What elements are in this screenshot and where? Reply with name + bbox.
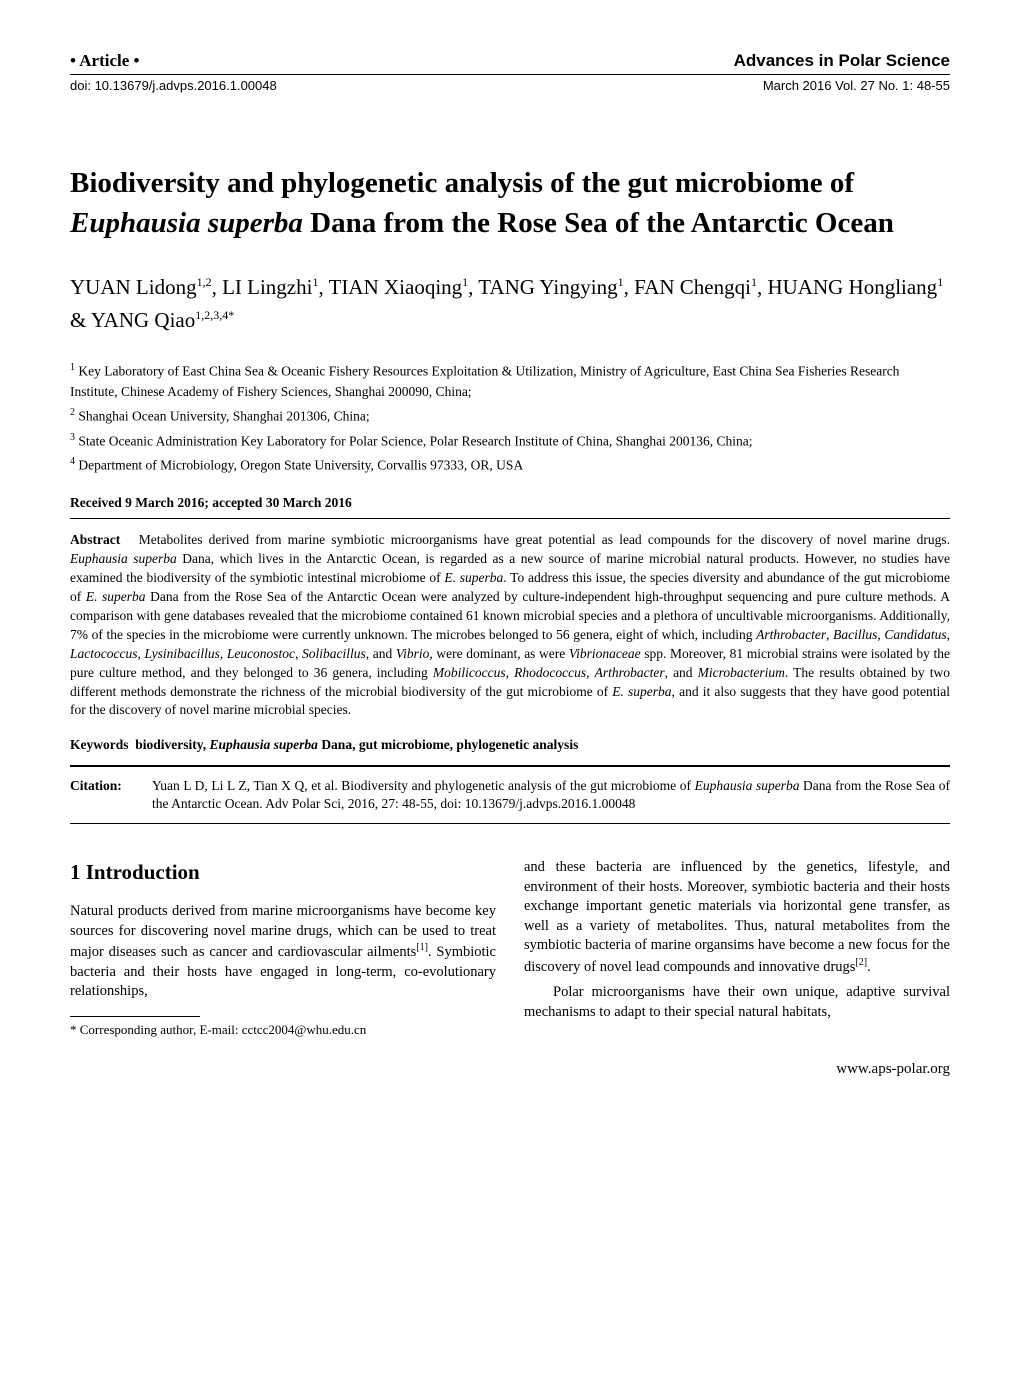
sep: , and: [665, 665, 698, 680]
sep: ,: [947, 627, 950, 642]
article-title: Biodiversity and phylogenetic analysis o…: [70, 164, 950, 242]
genus-italic: Mobilicoccus: [433, 665, 506, 680]
header-sub-bar: doi: 10.13679/j.advps.2016.1.00048 March…: [70, 77, 950, 95]
aff-sup: 3: [70, 432, 75, 443]
aff-sup: 1: [70, 362, 75, 373]
author-sup: 1: [937, 275, 943, 289]
title-part: Biodiversity and phylogenetic analysis o…: [70, 167, 854, 199]
section-heading: 1 Introduction: [70, 858, 496, 886]
sep: ,: [586, 665, 594, 680]
left-column: 1 Introduction Natural products derived …: [70, 858, 496, 1039]
citation-part: Yuan L D, Li L Z, Tian X Q, et al. Biodi…: [152, 778, 695, 793]
genus-italic: Vibrionaceae: [569, 646, 641, 661]
aff-text: Department of Microbiology, Oregon State…: [78, 458, 523, 473]
doi-text: doi: 10.13679/j.advps.2016.1.00048: [70, 77, 277, 95]
author-sup: 1: [312, 275, 318, 289]
paragraph: and these bacteria are influenced by the…: [524, 858, 950, 977]
author: TANG Yingying: [478, 275, 617, 299]
genus-italic: Vibrio: [396, 646, 430, 661]
citation-box: Citation: Yuan L D, Li L Z, Tian X Q, et…: [70, 766, 950, 824]
species-italic: Euphausia superba: [695, 778, 800, 793]
ref-sup: [2]: [855, 957, 867, 968]
ref-sup: [1]: [416, 942, 428, 953]
issue-text: March 2016 Vol. 27 No. 1: 48-55: [763, 77, 950, 95]
paragraph: Natural products derived from marine mic…: [70, 902, 496, 1002]
citation-text: Yuan L D, Li L Z, Tian X Q, et al. Biodi…: [152, 777, 950, 813]
received-dates: Received 9 March 2016; accepted 30 March…: [70, 494, 950, 512]
right-column: and these bacteria are influenced by the…: [524, 858, 950, 1039]
abstract-text: , were dominant, as were: [429, 646, 569, 661]
genus-italic: Candidatus: [884, 627, 946, 642]
footnote-rule: [70, 1016, 200, 1017]
keyword: Dana, gut microbiome, phylogenetic analy…: [318, 737, 578, 752]
author: YANG Qiao: [91, 308, 195, 332]
sep: ,: [506, 665, 514, 680]
site-url: www.aps-polar.org: [70, 1059, 950, 1079]
body-text: and these bacteria are influenced by the…: [524, 859, 950, 975]
keyword-italic: Euphausia superba: [210, 737, 318, 752]
author-sup: 1: [751, 275, 757, 289]
genus-italic: Bacillus: [833, 627, 877, 642]
sep: ,: [220, 646, 227, 661]
genus-italic: Leuconostoc: [227, 646, 295, 661]
affiliation: 3 State Oceanic Administration Key Labor…: [70, 430, 950, 452]
affiliation: 1 Key Laboratory of East China Sea & Oce…: [70, 360, 950, 402]
affiliation: 2 Shanghai Ocean University, Shanghai 20…: [70, 405, 950, 427]
affiliation: 4 Department of Microbiology, Oregon Sta…: [70, 454, 950, 476]
author-sup: 1,2: [197, 275, 212, 289]
genus-italic: Solibacillus: [302, 646, 366, 661]
genus-italic: Arthrobacter: [756, 627, 826, 642]
author-sup: 1: [462, 275, 468, 289]
sep: ,: [295, 646, 302, 661]
title-part: Dana from the Rose Sea of the Antarctic …: [303, 207, 894, 239]
author: FAN Chengqi: [634, 275, 751, 299]
affiliations: 1 Key Laboratory of East China Sea & Oce…: [70, 360, 950, 476]
journal-name: Advances in Polar Science: [734, 50, 950, 73]
article-label: • Article •: [70, 50, 140, 73]
sep: , and: [366, 646, 396, 661]
body-text: .: [867, 959, 871, 975]
abstract: Abstract Metabolites derived from marine…: [70, 531, 950, 720]
species-italic: E. superba: [86, 589, 146, 604]
author-line: YUAN Lidong1,2, LI Lingzhi1, TIAN Xiaoqi…: [70, 271, 950, 338]
genus-italic: Rhodococcus: [514, 665, 586, 680]
author: TIAN Xiaoqing: [329, 275, 463, 299]
author: YUAN Lidong: [70, 275, 197, 299]
keywords: Keywords biodiversity, Euphausia superba…: [70, 736, 950, 754]
species-italic: E. superba: [612, 684, 671, 699]
citation-label: Citation:: [70, 777, 152, 813]
aff-sup: 2: [70, 407, 75, 418]
header-top-bar: • Article • Advances in Polar Science: [70, 50, 950, 75]
abstract-text: Metabolites derived from marine symbioti…: [139, 532, 950, 547]
title-italic: Euphausia superba: [70, 207, 303, 239]
genus-italic: Lactococcus: [70, 646, 137, 661]
keyword: biodiversity,: [135, 737, 209, 752]
author-sup: 1,2,3,4*: [195, 308, 234, 322]
keywords-label: Keywords: [70, 737, 129, 752]
aff-sup: 4: [70, 456, 75, 467]
genus-italic: Microbacterium: [698, 665, 785, 680]
paragraph: Polar microorganisms have their own uniq…: [524, 983, 950, 1022]
aff-text: Shanghai Ocean University, Shanghai 2013…: [78, 408, 369, 423]
divider: [70, 518, 950, 519]
species-italic: Euphausia superba: [70, 551, 177, 566]
abstract-label: Abstract: [70, 532, 120, 547]
species-italic: E. superba: [444, 570, 503, 585]
body-columns: 1 Introduction Natural products derived …: [70, 858, 950, 1039]
corresponding-footnote: * Corresponding author, E-mail: cctcc200…: [70, 1021, 496, 1039]
aff-text: State Oceanic Administration Key Laborat…: [78, 433, 752, 448]
aff-text: Key Laboratory of East China Sea & Ocean…: [70, 363, 899, 398]
author: LI Lingzhi: [222, 275, 312, 299]
author: HUANG Hongliang: [767, 275, 937, 299]
author-sup: 1: [618, 275, 624, 289]
genus-italic: Lysinibacillus: [144, 646, 219, 661]
genus-italic: Arthrobacter: [595, 665, 665, 680]
